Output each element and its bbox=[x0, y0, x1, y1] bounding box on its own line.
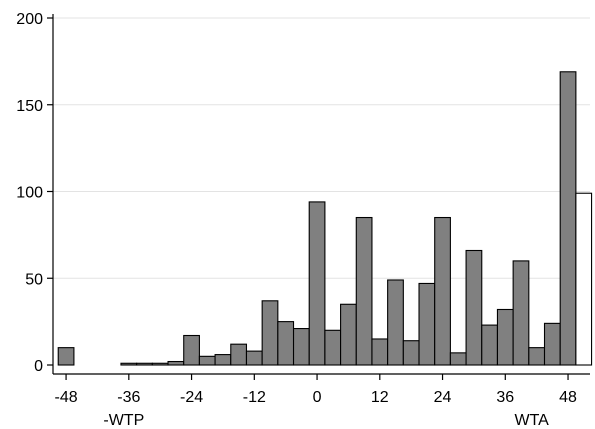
histogram-bar bbox=[543, 322, 561, 366]
histogram-bar bbox=[151, 362, 169, 366]
x-axis-annotation: WTA bbox=[514, 412, 549, 429]
histogram-bar bbox=[449, 352, 467, 366]
histogram-bar bbox=[230, 343, 248, 366]
x-tick-label: -36 bbox=[117, 389, 140, 406]
histogram-bar bbox=[496, 308, 514, 366]
histogram-bar bbox=[465, 249, 483, 366]
histogram-bar bbox=[183, 334, 200, 366]
histogram-bar bbox=[559, 71, 577, 366]
y-axis-ticks: 0 50 100 150 200 bbox=[16, 11, 53, 375]
histogram-bar bbox=[292, 328, 310, 366]
x-tick-label: 24 bbox=[434, 389, 452, 406]
x-tick-label: 12 bbox=[371, 389, 389, 406]
y-tick-label: 150 bbox=[16, 98, 43, 115]
histogram-bar bbox=[387, 279, 404, 366]
histogram-bar bbox=[214, 354, 232, 366]
histogram-bar bbox=[261, 300, 279, 366]
y-tick-label: 50 bbox=[25, 271, 43, 288]
x-tick-label: 0 bbox=[313, 389, 322, 406]
x-tick-label: 36 bbox=[496, 389, 514, 406]
x-tick-label: -24 bbox=[180, 389, 203, 406]
y-tick-label: 100 bbox=[16, 185, 43, 202]
y-tick-label: 0 bbox=[34, 358, 43, 375]
histogram-bar bbox=[434, 216, 451, 366]
histogram-bar bbox=[402, 340, 420, 366]
histogram-bar bbox=[57, 347, 75, 366]
x-axis-annotation: -WTP bbox=[103, 412, 144, 429]
histogram-bar bbox=[120, 362, 138, 366]
histogram-bar bbox=[245, 350, 263, 366]
histogram-bar bbox=[324, 329, 342, 366]
bars bbox=[57, 71, 593, 366]
histogram-bar bbox=[528, 347, 546, 366]
histogram-bar bbox=[418, 282, 436, 366]
histogram-bar bbox=[512, 260, 530, 366]
histogram-bar-open bbox=[575, 192, 593, 366]
x-axis-annotations: -WTP WTA bbox=[103, 412, 549, 429]
histogram-bar bbox=[371, 338, 389, 366]
histogram-bar bbox=[308, 201, 326, 366]
histogram-bar bbox=[481, 324, 498, 366]
histogram-bar bbox=[136, 362, 153, 366]
x-tick-label: -12 bbox=[243, 389, 266, 406]
histogram-bar bbox=[340, 303, 357, 366]
x-axis-ticks: -48 -36 -24 -12 0 12 24 36 48 bbox=[55, 374, 577, 406]
histogram-bar bbox=[277, 321, 295, 366]
x-tick-label: 48 bbox=[559, 389, 577, 406]
histogram-bar bbox=[355, 216, 373, 366]
axes bbox=[52, 14, 590, 375]
histogram-bar bbox=[167, 360, 185, 366]
x-tick-label: -48 bbox=[55, 389, 78, 406]
y-tick-label: 200 bbox=[16, 11, 43, 28]
histogram-bar bbox=[198, 355, 216, 366]
